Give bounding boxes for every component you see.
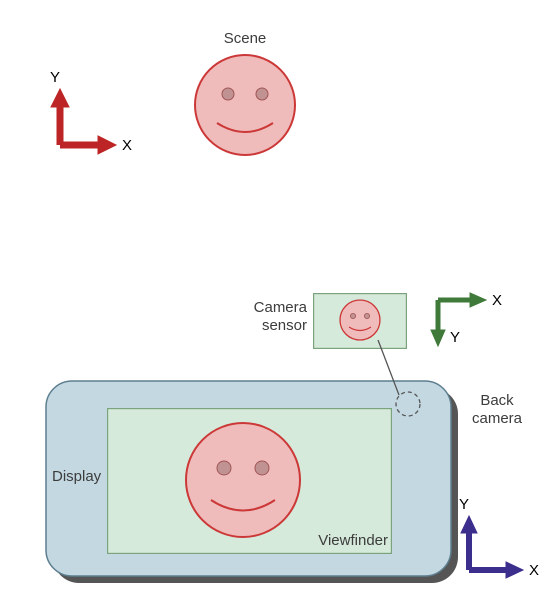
back-camera-lens <box>370 335 440 425</box>
camera-sensor-label-l1: Camera <box>254 299 307 316</box>
svg-text:X: X <box>529 562 539 579</box>
display-axis: X Y <box>440 490 553 600</box>
svg-text:X: X <box>122 137 132 154</box>
viewfinder-label: Viewfinder <box>298 532 388 550</box>
svg-text:Y: Y <box>450 329 460 346</box>
svg-text:Y: Y <box>50 69 60 86</box>
scene-face <box>185 45 305 165</box>
camera-sensor-label-l2: sensor <box>262 317 307 334</box>
back-camera-label: Back camera <box>462 392 532 428</box>
display-label: Display <box>52 468 112 486</box>
back-camera-label-l1: Back <box>480 392 513 409</box>
back-camera-label-l2: camera <box>472 410 522 427</box>
svg-text:X: X <box>492 292 502 309</box>
svg-text:Y: Y <box>459 496 469 513</box>
viewfinder-face <box>178 415 308 545</box>
scene-axis: X Y <box>30 60 150 180</box>
camera-sensor-label: Camera sensor <box>227 299 307 335</box>
